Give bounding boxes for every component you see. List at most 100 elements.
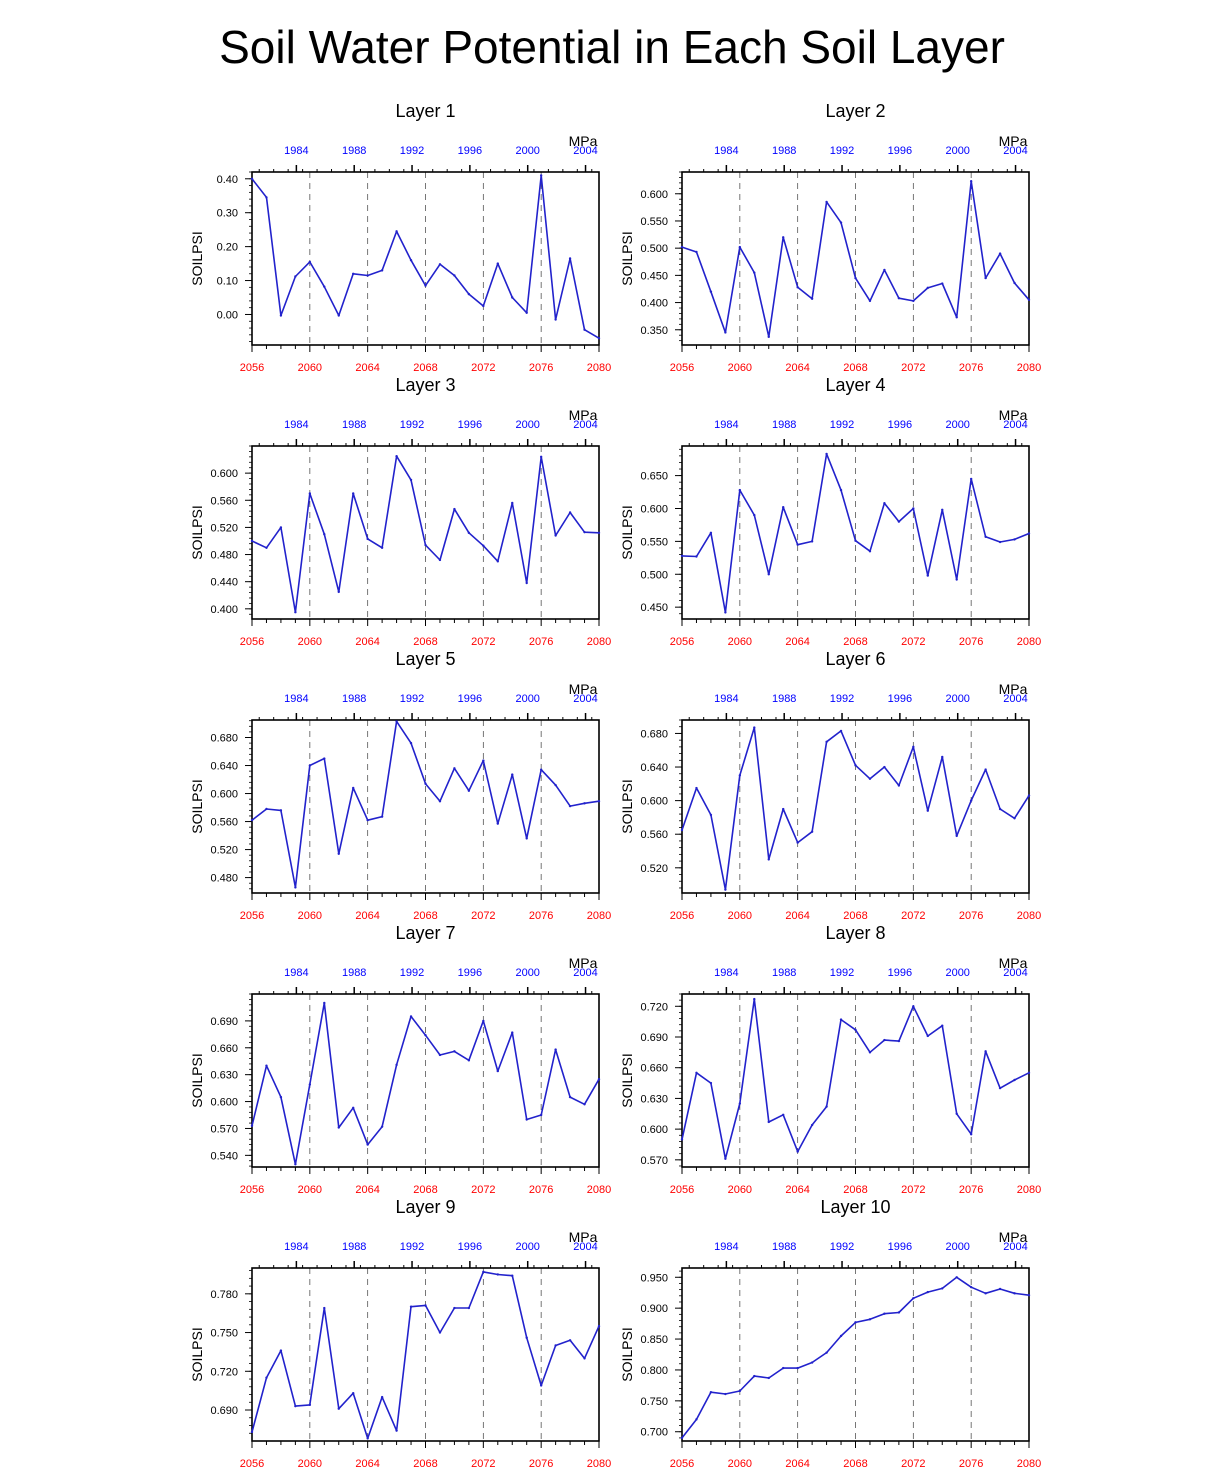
x-tick-label-bottom: 2076 xyxy=(529,636,553,648)
y-tick-label: 0.950 xyxy=(640,1272,668,1284)
data-point xyxy=(955,316,958,319)
data-point xyxy=(525,1336,528,1339)
data-point xyxy=(409,1305,413,1308)
x-tick-label-top: 1992 xyxy=(830,419,854,431)
y-axis-label: SOILPSI xyxy=(189,1053,205,1107)
y-tick-label: 0.600 xyxy=(640,503,668,515)
x-tick-label-bottom: 2064 xyxy=(785,1458,809,1469)
data-point xyxy=(539,174,543,177)
y-tick-label: 0.450 xyxy=(640,602,668,614)
y-tick-label: 0.480 xyxy=(210,873,238,885)
data-point xyxy=(984,276,987,280)
data-point xyxy=(680,828,684,832)
y-tick-label: 0.520 xyxy=(210,845,238,857)
y-axis-label: SOILPSI xyxy=(189,779,205,833)
data-point xyxy=(583,530,586,534)
data-point xyxy=(926,286,929,290)
panel-title: Layer 4 xyxy=(825,375,885,395)
data-point xyxy=(308,260,312,264)
data-point xyxy=(539,768,543,771)
data-point xyxy=(554,534,557,537)
plot-frame xyxy=(251,1267,600,1442)
x-tick-label-bottom: 2056 xyxy=(240,636,264,648)
x-tick-label-top: 1996 xyxy=(888,967,912,979)
data-point xyxy=(825,1351,828,1354)
data-point xyxy=(409,1015,413,1018)
panel-title: Layer 10 xyxy=(820,1197,890,1217)
data-point xyxy=(695,786,698,790)
data-point xyxy=(695,250,698,254)
y-tick-label: 0.850 xyxy=(640,1334,668,1346)
y-tick-label: 0.800 xyxy=(640,1365,668,1377)
x-tick-label-bottom: 2060 xyxy=(728,636,752,648)
data-point xyxy=(912,507,915,510)
x-tick-label-bottom: 2068 xyxy=(413,1184,437,1196)
data-point xyxy=(337,852,340,855)
data-point xyxy=(738,1102,742,1105)
y-tick-label: 0.680 xyxy=(210,733,238,745)
x-tick-label-bottom: 2072 xyxy=(901,910,925,922)
x-tick-label-top: 1988 xyxy=(772,693,796,705)
x-tick-label-bottom: 2068 xyxy=(843,910,867,922)
x-tick-label-top: 1984 xyxy=(714,145,738,157)
data-point xyxy=(854,1321,857,1324)
y-tick-label: 0.650 xyxy=(640,471,668,483)
data-point xyxy=(969,1133,973,1136)
data-point xyxy=(597,337,601,340)
y-tick-label: 0.600 xyxy=(210,468,238,480)
data-point xyxy=(810,297,814,300)
data-point xyxy=(496,1273,499,1276)
data-point xyxy=(294,886,297,889)
data-point xyxy=(539,455,543,459)
y-tick-label: 0.600 xyxy=(640,796,668,808)
x-tick-label-top: 1992 xyxy=(400,967,424,979)
plot-frame xyxy=(251,171,600,346)
x-tick-label-top: 2004 xyxy=(1003,1241,1027,1253)
x-tick-label-top: 1996 xyxy=(458,145,482,157)
data-point xyxy=(724,888,727,891)
data-point xyxy=(453,767,456,770)
data-point xyxy=(810,540,814,543)
data-point xyxy=(854,539,857,542)
plot-frame xyxy=(681,171,1030,346)
x-tick-label-top: 1984 xyxy=(284,145,308,157)
data-point xyxy=(709,290,713,293)
data-point xyxy=(883,268,886,272)
unit-label: MPa xyxy=(569,133,598,149)
data-point xyxy=(424,1304,427,1307)
data-point xyxy=(279,809,283,812)
unit-label: MPa xyxy=(569,955,598,971)
x-tick-label-bottom: 2076 xyxy=(529,1458,553,1469)
data-point xyxy=(926,574,929,577)
data-point xyxy=(250,818,254,822)
data-point xyxy=(810,1123,814,1127)
data-point xyxy=(265,807,268,811)
x-tick-label-top: 1988 xyxy=(342,967,366,979)
x-tick-label-bottom: 2064 xyxy=(785,910,809,922)
data-point xyxy=(308,764,312,767)
data-point xyxy=(912,1297,915,1300)
data-point xyxy=(366,537,369,541)
unit-label: MPa xyxy=(999,955,1028,971)
data-point xyxy=(998,1287,1002,1291)
plot-frame xyxy=(681,993,1030,1168)
y-tick-label: 0.640 xyxy=(210,761,238,773)
data-point xyxy=(250,1430,254,1434)
data-point xyxy=(984,768,987,771)
data-point xyxy=(1013,817,1016,820)
x-tick-label-bottom: 2076 xyxy=(529,910,553,922)
x-tick-label-bottom: 2072 xyxy=(901,636,925,648)
data-point xyxy=(839,1334,843,1338)
data-point xyxy=(955,834,958,838)
data-point xyxy=(279,1095,283,1099)
data-point xyxy=(941,508,944,512)
x-tick-label-bottom: 2072 xyxy=(471,636,495,648)
y-tick-label: 0.630 xyxy=(640,1093,668,1105)
data-point xyxy=(597,531,601,535)
x-tick-label-top: 2004 xyxy=(573,693,597,705)
data-point xyxy=(753,513,756,517)
data-point xyxy=(796,1150,799,1153)
data-point xyxy=(265,1064,268,1067)
